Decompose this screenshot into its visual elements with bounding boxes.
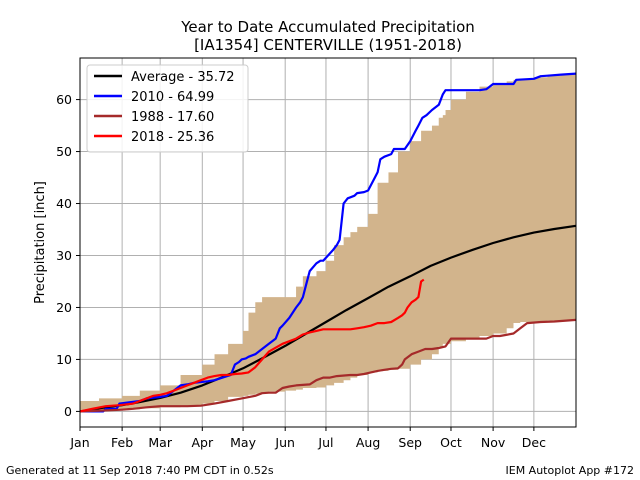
x-tick-label: Aug xyxy=(356,435,380,450)
y-axis: 0 10 20 30 40 50 60 xyxy=(56,92,80,419)
x-tick-label: Dec xyxy=(522,435,546,450)
legend: Average - 35.72 2010 - 64.99 1988 - 17.60 2… xyxy=(86,64,249,153)
plot-frame xyxy=(79,57,577,428)
x-tick-label: Mar xyxy=(148,435,172,450)
chart-subtitle: [IA1354] CENTERVILLE (1951-2018) xyxy=(194,36,462,54)
legend-entry: Average - 35.72 xyxy=(131,70,235,85)
footer-app: IEM Autoplot App #172 xyxy=(505,464,635,477)
y-tick-label: 30 xyxy=(56,248,72,263)
range-band xyxy=(80,73,576,412)
series-line-3 xyxy=(79,278,425,413)
y-tick-label: 10 xyxy=(56,352,72,367)
legend-box xyxy=(86,64,249,153)
x-tick-label: Sep xyxy=(398,435,422,450)
range-band-area xyxy=(80,73,576,412)
legend-entry: 1988 - 17.60 xyxy=(131,110,214,125)
y-tick-label: 40 xyxy=(56,196,72,211)
legend-entry: 2010 - 64.99 xyxy=(131,90,214,105)
series-line-2 xyxy=(79,318,577,413)
y-axis-label: Precipitation [inch] xyxy=(33,181,48,304)
x-tick-label: Jan xyxy=(69,435,89,450)
y-tick-label: 0 xyxy=(64,404,72,419)
y-tick-label: 50 xyxy=(56,144,72,159)
x-tick-label: Nov xyxy=(481,435,506,450)
series-line-1 xyxy=(80,72,577,413)
x-tick-label: May xyxy=(230,435,256,450)
x-tick-label: Oct xyxy=(440,435,462,450)
x-tick-label: Jun xyxy=(274,435,295,450)
y-tick-label: 20 xyxy=(56,300,72,315)
x-tick-label: Apr xyxy=(191,435,213,450)
x-axis: Jan Feb Mar Apr May Jun Jul Aug Sep Oct Nov Dec xyxy=(69,427,546,450)
y-tick-label: 60 xyxy=(56,92,72,107)
x-tick-label: Feb xyxy=(111,435,133,450)
chart-title: Year to Date Accumulated Precipitation xyxy=(180,18,475,36)
legend-entry: 2018 - 25.36 xyxy=(131,130,214,145)
footer-generated: Generated at 11 Sep 2018 7:40 PM CDT in … xyxy=(6,464,274,477)
series-lines xyxy=(79,72,577,413)
x-tick-label: Jul xyxy=(317,435,333,450)
